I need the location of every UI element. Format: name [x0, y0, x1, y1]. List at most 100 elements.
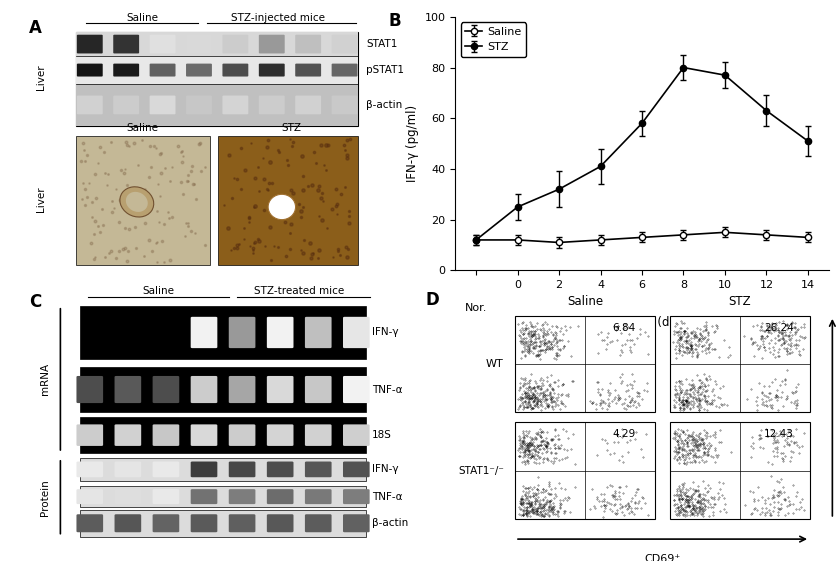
FancyBboxPatch shape: [228, 424, 255, 446]
FancyBboxPatch shape: [115, 489, 141, 504]
FancyBboxPatch shape: [77, 35, 103, 53]
Text: CD69⁺: CD69⁺: [644, 554, 680, 561]
Text: mRNA: mRNA: [39, 364, 49, 396]
FancyBboxPatch shape: [258, 63, 284, 76]
FancyBboxPatch shape: [228, 462, 255, 477]
FancyBboxPatch shape: [191, 376, 217, 403]
FancyBboxPatch shape: [304, 514, 331, 532]
FancyBboxPatch shape: [186, 35, 212, 53]
Text: STAT1: STAT1: [365, 39, 397, 49]
Ellipse shape: [268, 194, 295, 220]
FancyBboxPatch shape: [343, 317, 370, 348]
FancyBboxPatch shape: [304, 462, 331, 477]
Text: Liver: Liver: [36, 65, 46, 90]
Bar: [80, 458, 365, 481]
Ellipse shape: [120, 187, 154, 217]
FancyBboxPatch shape: [115, 462, 141, 477]
FancyBboxPatch shape: [152, 489, 179, 504]
FancyBboxPatch shape: [113, 95, 139, 114]
Legend: Saline, STZ: Saline, STZ: [461, 22, 526, 57]
FancyBboxPatch shape: [191, 462, 217, 477]
Ellipse shape: [125, 192, 148, 212]
Text: 12.43: 12.43: [763, 429, 793, 439]
FancyBboxPatch shape: [304, 317, 331, 348]
FancyBboxPatch shape: [331, 95, 357, 114]
Text: Protein: Protein: [39, 479, 49, 516]
FancyBboxPatch shape: [113, 63, 139, 76]
FancyBboxPatch shape: [267, 376, 293, 403]
Text: TNF-α: TNF-α: [371, 491, 402, 502]
FancyBboxPatch shape: [77, 63, 103, 76]
FancyBboxPatch shape: [228, 376, 255, 403]
Text: 4.29: 4.29: [612, 429, 635, 439]
Text: C: C: [29, 293, 41, 311]
Text: 18S: 18S: [371, 430, 391, 440]
Text: β-actin: β-actin: [365, 100, 402, 110]
Text: B: B: [388, 12, 400, 30]
FancyBboxPatch shape: [152, 424, 179, 446]
Text: STAT1⁻/⁻: STAT1⁻/⁻: [457, 466, 503, 476]
Text: TNF-α: TNF-α: [371, 384, 402, 394]
FancyBboxPatch shape: [267, 514, 293, 532]
FancyBboxPatch shape: [304, 424, 331, 446]
FancyBboxPatch shape: [191, 424, 217, 446]
FancyBboxPatch shape: [191, 514, 217, 532]
Bar: [669, 422, 809, 519]
FancyBboxPatch shape: [152, 514, 179, 532]
Text: 26.24: 26.24: [763, 323, 793, 333]
Text: Saline: Saline: [126, 13, 159, 22]
FancyBboxPatch shape: [222, 35, 248, 53]
FancyBboxPatch shape: [267, 317, 293, 348]
Bar: [218, 136, 358, 265]
FancyBboxPatch shape: [228, 514, 255, 532]
FancyBboxPatch shape: [152, 376, 179, 403]
FancyBboxPatch shape: [258, 95, 284, 114]
FancyBboxPatch shape: [295, 95, 321, 114]
Text: IFN-γ: IFN-γ: [371, 328, 398, 338]
Text: A: A: [29, 20, 42, 38]
Bar: [669, 316, 809, 412]
Bar: [80, 306, 365, 359]
Text: 6.84: 6.84: [612, 323, 635, 333]
Text: β-actin: β-actin: [371, 518, 408, 528]
FancyBboxPatch shape: [267, 489, 293, 504]
FancyBboxPatch shape: [304, 489, 331, 504]
FancyBboxPatch shape: [150, 95, 176, 114]
FancyBboxPatch shape: [76, 489, 103, 504]
FancyBboxPatch shape: [258, 35, 284, 53]
FancyBboxPatch shape: [115, 424, 141, 446]
Bar: [76, 32, 358, 56]
Text: Liver: Liver: [36, 187, 46, 212]
FancyBboxPatch shape: [186, 63, 212, 76]
FancyBboxPatch shape: [267, 424, 293, 446]
FancyBboxPatch shape: [150, 63, 176, 76]
Text: Saline: Saline: [126, 123, 159, 133]
FancyBboxPatch shape: [295, 35, 321, 53]
Bar: [514, 422, 655, 519]
FancyBboxPatch shape: [115, 514, 141, 532]
Bar: [76, 32, 358, 126]
Text: Saline: Saline: [142, 287, 174, 296]
FancyBboxPatch shape: [267, 462, 293, 477]
Bar: [80, 367, 365, 412]
Bar: [80, 486, 365, 507]
FancyBboxPatch shape: [304, 376, 331, 403]
FancyBboxPatch shape: [331, 35, 357, 53]
Bar: [76, 56, 358, 84]
Text: pSTAT1: pSTAT1: [365, 65, 404, 75]
FancyBboxPatch shape: [343, 514, 370, 532]
Bar: [514, 316, 655, 412]
FancyBboxPatch shape: [222, 95, 248, 114]
Bar: [80, 417, 365, 453]
Bar: [76, 136, 210, 265]
FancyBboxPatch shape: [228, 317, 255, 348]
FancyBboxPatch shape: [76, 376, 103, 403]
FancyBboxPatch shape: [152, 462, 179, 477]
Y-axis label: IFN-γ (pg/ml): IFN-γ (pg/ml): [405, 105, 419, 182]
FancyBboxPatch shape: [191, 489, 217, 504]
FancyBboxPatch shape: [343, 462, 370, 477]
FancyBboxPatch shape: [150, 35, 176, 53]
FancyBboxPatch shape: [228, 489, 255, 504]
FancyBboxPatch shape: [222, 63, 248, 76]
Text: STZ (days): STZ (days): [630, 316, 694, 329]
